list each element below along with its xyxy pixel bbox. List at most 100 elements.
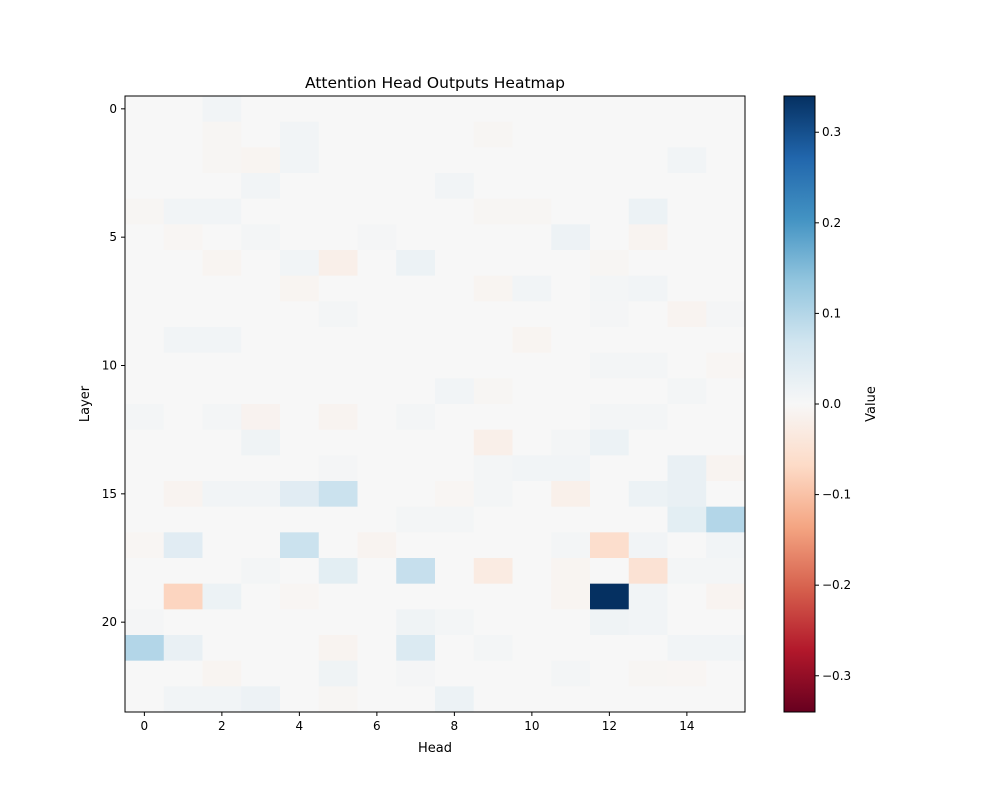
heatmap-cell xyxy=(473,506,513,533)
heatmap-cell xyxy=(667,275,707,302)
heatmap-cell xyxy=(163,429,203,456)
heatmap-cell xyxy=(551,250,591,277)
heatmap-cell xyxy=(473,481,513,508)
heatmap-cell xyxy=(396,301,436,328)
heatmap-cell xyxy=(435,635,475,662)
heatmap-cell xyxy=(280,198,320,225)
heatmap-cell xyxy=(551,352,591,379)
heatmap-cell xyxy=(318,147,358,174)
heatmap-cell xyxy=(473,275,513,302)
heatmap-cell xyxy=(628,121,668,148)
heatmap-cell xyxy=(396,378,436,405)
x-tick-label: 14 xyxy=(679,719,694,733)
heatmap-cell xyxy=(590,147,630,174)
heatmap-cell xyxy=(125,609,165,636)
heatmap-cell xyxy=(667,352,707,379)
heatmap-cell xyxy=(590,352,630,379)
heatmap-cell xyxy=(357,660,397,687)
heatmap-cell xyxy=(706,609,746,636)
heatmap-cell xyxy=(473,301,513,328)
heatmap-cell xyxy=(318,327,358,354)
heatmap-cell xyxy=(435,96,475,123)
heatmap-cell xyxy=(202,352,242,379)
heatmap-cell xyxy=(357,609,397,636)
heatmap-cell xyxy=(241,121,281,148)
heatmap-cell xyxy=(590,481,630,508)
heatmap-cell xyxy=(667,660,707,687)
heatmap-cell xyxy=(667,532,707,559)
colorbar-tick-label: −0.3 xyxy=(822,669,851,683)
x-tick-label: 0 xyxy=(141,719,149,733)
heatmap-cell xyxy=(280,660,320,687)
heatmap-cell xyxy=(590,506,630,533)
heatmap-cell xyxy=(202,147,242,174)
heatmap-cell xyxy=(396,558,436,585)
heatmap-cell xyxy=(628,327,668,354)
heatmap-cell xyxy=(357,96,397,123)
heatmap-cell xyxy=(628,583,668,610)
y-tick-label: 20 xyxy=(102,615,117,629)
heatmap-cell xyxy=(125,455,165,482)
heatmap-cell xyxy=(628,301,668,328)
x-axis-ticks: 0 2 4 6 8 10 12 14 xyxy=(141,712,695,733)
heatmap-cell xyxy=(202,301,242,328)
x-axis-label: Head xyxy=(418,741,452,756)
heatmap-cell xyxy=(667,378,707,405)
heatmap-cell xyxy=(318,121,358,148)
heatmap-cell xyxy=(435,198,475,225)
heatmap-cell xyxy=(628,404,668,431)
heatmap-cell xyxy=(551,660,591,687)
heatmap-cell xyxy=(125,147,165,174)
heatmap-cell xyxy=(318,686,358,713)
heatmap-cell xyxy=(628,173,668,200)
heatmap-cell xyxy=(667,635,707,662)
heatmap-cell xyxy=(628,378,668,405)
y-axis-ticks: 0 5 10 15 20 xyxy=(102,102,125,629)
heatmap-cell xyxy=(628,609,668,636)
heatmap-cell xyxy=(241,481,281,508)
heatmap-cell xyxy=(280,583,320,610)
heatmap-cell xyxy=(628,352,668,379)
heatmap-cell xyxy=(628,198,668,225)
heatmap-cell xyxy=(551,121,591,148)
heatmap-cell xyxy=(551,147,591,174)
colorbar-tick-label: 0.1 xyxy=(822,306,841,320)
heatmap-cell xyxy=(241,327,281,354)
heatmap-cell xyxy=(473,686,513,713)
heatmap-cell xyxy=(396,147,436,174)
heatmap-cell xyxy=(551,506,591,533)
heatmap-cell xyxy=(435,404,475,431)
heatmap-cell xyxy=(628,96,668,123)
heatmap-cell xyxy=(706,506,746,533)
heatmap-cell xyxy=(706,532,746,559)
heatmap-cell xyxy=(125,224,165,251)
heatmap-cell xyxy=(163,686,203,713)
heatmap-cell xyxy=(706,121,746,148)
heatmap-cell xyxy=(435,250,475,277)
heatmap-cell xyxy=(435,275,475,302)
heatmap-cell xyxy=(241,404,281,431)
heatmap-cell xyxy=(435,686,475,713)
heatmap-cell xyxy=(125,378,165,405)
x-tick-label: 2 xyxy=(218,719,226,733)
heatmap-cell xyxy=(357,327,397,354)
x-tick-label: 6 xyxy=(373,719,381,733)
heatmap-cell xyxy=(667,121,707,148)
heatmap-cell xyxy=(706,455,746,482)
heatmap-cell xyxy=(241,301,281,328)
heatmap-cell xyxy=(551,481,591,508)
y-tick-label: 5 xyxy=(109,230,117,244)
heatmap-cell xyxy=(280,481,320,508)
heatmap-cell xyxy=(202,404,242,431)
heatmap-cell xyxy=(551,532,591,559)
colorbar-tick-label: 0.2 xyxy=(822,216,841,230)
heatmap-cell xyxy=(435,455,475,482)
heatmap-cell xyxy=(357,686,397,713)
heatmap-cell xyxy=(357,250,397,277)
heatmap-cell xyxy=(125,121,165,148)
heatmap-cell xyxy=(357,275,397,302)
heatmap-cell xyxy=(590,121,630,148)
heatmap-cell xyxy=(280,378,320,405)
heatmap-cell xyxy=(396,404,436,431)
heatmap-cell xyxy=(473,327,513,354)
